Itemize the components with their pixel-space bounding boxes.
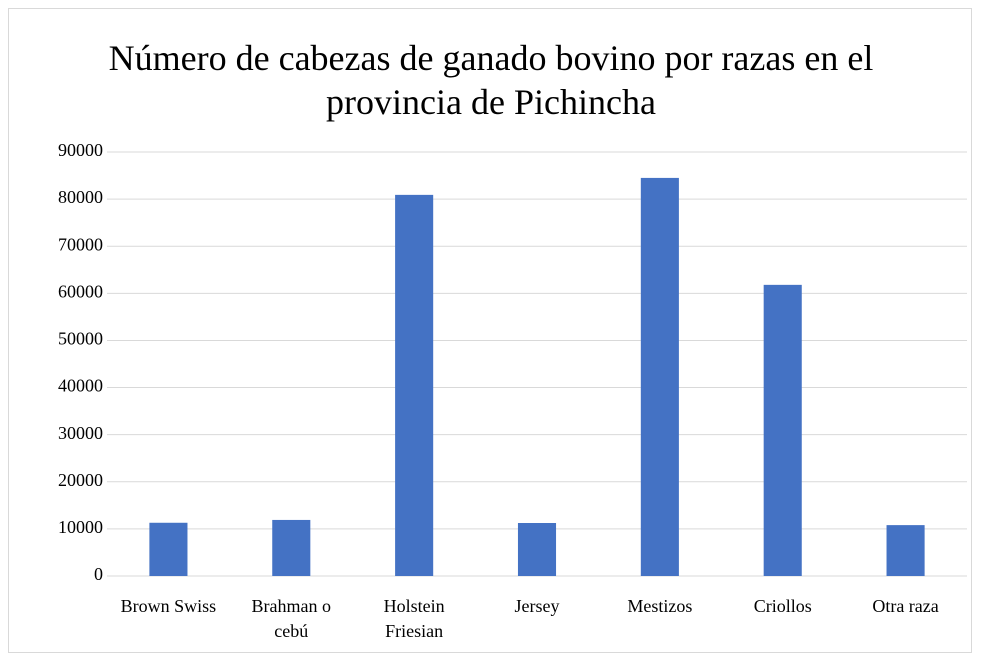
- x-tick-label: Mestizos: [627, 596, 693, 616]
- y-tick-label: 10000: [58, 517, 103, 537]
- y-tick-label: 70000: [58, 234, 103, 254]
- y-tick-label: 0: [94, 564, 103, 584]
- x-tick-label: Brahman o cebú: [251, 596, 332, 641]
- y-tick-label: 80000: [58, 187, 103, 207]
- y-tick-label: 50000: [58, 329, 103, 349]
- bar: [763, 284, 802, 576]
- x-tick-label: Jersey: [514, 596, 560, 616]
- y-tick-label: 60000: [58, 281, 103, 301]
- x-tick-label: Criollos: [753, 596, 812, 616]
- bar: [517, 523, 557, 576]
- y-tick-label: 90000: [58, 140, 103, 160]
- bar: [149, 522, 188, 576]
- chart-frame: [8, 8, 972, 653]
- x-tick-label: Otra raza: [872, 596, 939, 616]
- bar: [395, 194, 434, 577]
- y-tick-label: 30000: [58, 423, 103, 443]
- bar: [640, 177, 679, 576]
- x-tick-label: Holstein Friesian: [383, 596, 445, 641]
- y-tick-label: 40000: [58, 376, 103, 396]
- y-tick-label: 20000: [58, 470, 103, 490]
- bar: [886, 525, 925, 576]
- x-tick-label: Brown Swiss: [120, 596, 217, 616]
- chart-title: Número de cabezas de ganado bovino por r…: [108, 38, 874, 122]
- bar: [272, 519, 311, 576]
